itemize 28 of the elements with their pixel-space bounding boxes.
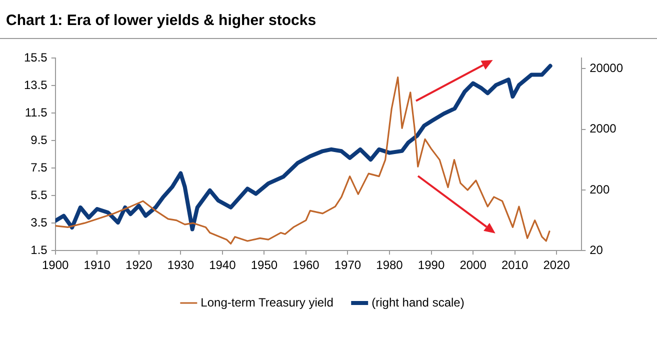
y-tick-label: 13.5 [24,78,48,92]
x-tick-label: 2010 [501,258,528,272]
x-tick-label: 1900 [42,258,70,272]
y-tick-label: 11.5 [24,105,48,120]
x-tick-label: 1970 [334,258,362,272]
x-tick-label: 1940 [209,258,236,272]
x-tick-label: 2000 [460,258,487,272]
y2-tick-label: 200 [590,182,610,196]
y-tick-label: 3.5 [30,215,48,230]
x-tick-label: 1930 [167,258,194,272]
x-tick-label: 1950 [250,258,278,272]
x-tick-label: 2020 [543,258,570,272]
x-tick-label: 1910 [84,258,111,272]
x-tick-label: 1920 [126,258,153,272]
x-tick-label: 1960 [292,258,320,272]
y2-tick-label: 20 [590,242,604,257]
legend-label: (right hand scale) [372,295,464,310]
y-tick-label: 1.5 [30,242,48,257]
y2-tick-label: 2000 [590,122,617,136]
y-tick-label: 7.5 [30,160,48,174]
legend-label: Long-term Treasury yield [200,295,334,310]
y2-tick-label: 20000 [590,60,624,75]
x-tick-label: 1980 [376,258,404,272]
chart-title: Chart 1: Era of lower yields & higher stocks [6,12,316,29]
y-tick-label: 15.5 [24,50,48,64]
y-tick-label: 9.5 [30,132,48,147]
y-tick-label: 5.5 [30,188,48,202]
x-tick-label: 1990 [418,258,445,272]
